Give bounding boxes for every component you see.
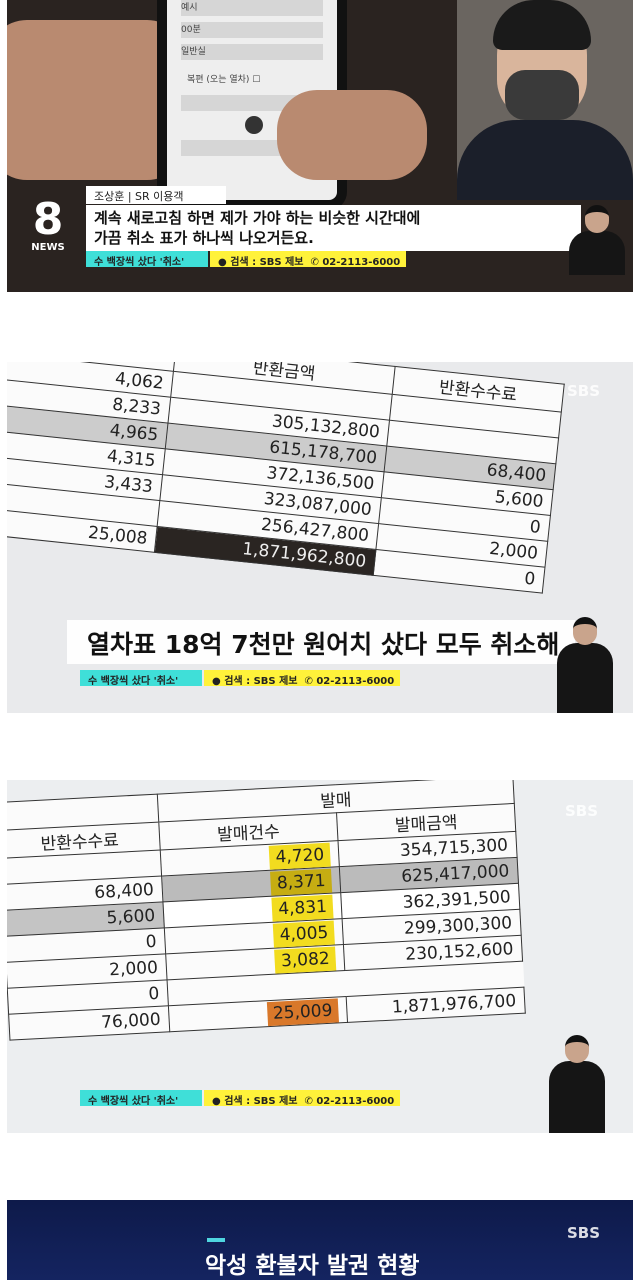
- infographic-title: 악성 환불자 발권 현황: [205, 1253, 420, 1279]
- sbs-watermark: SBS: [567, 1224, 601, 1242]
- ticker-topic: 수 백장씩 샀다 '취소': [86, 251, 208, 268]
- cell: 4,831: [271, 894, 334, 922]
- news-frame-sales-table: 발매 반환수수료 발매건수 발매금액 4,720 354,715,300 68,400…: [7, 780, 633, 1133]
- interviewee: [457, 0, 633, 200]
- ticker-contact: ● 검색 : SBS 제보 ✆ 02-2113-6000: [204, 1090, 400, 1107]
- ticker-phone: 02-2113-6000: [316, 1096, 395, 1107]
- refund-document: 반환금액 반환수수료 4,062 8,233 305,132,800 4,965 61…: [7, 362, 565, 594]
- ticker-contact: ● 검색 : SBS 제보 ✆ 02-2113-6000: [204, 670, 400, 687]
- sbs-watermark: SBS: [565, 802, 599, 820]
- speaker-name: 조상훈 | SR 이용객: [86, 186, 226, 204]
- subtitle-line: 계속 새로고침 하면 제가 가야 하는 비슷한 시간대에: [94, 209, 421, 227]
- hand-right: [277, 90, 427, 180]
- ticker-topic: 수 백장씩 샀다 '취소': [80, 670, 202, 687]
- ticker-search: 검색 : SBS 제보: [224, 1096, 298, 1107]
- sign-language-interpreter: [555, 617, 615, 713]
- accent-bar: [207, 1238, 225, 1242]
- field-text: 예시: [181, 3, 198, 13]
- ticker-topic: 수 백장씩 샀다 '취소': [80, 1090, 202, 1107]
- refund-table: 반환금액 반환수수료 4,062 8,233 305,132,800 4,965 61…: [7, 362, 565, 594]
- cell: 3,082: [274, 946, 337, 974]
- logo-number: 8: [32, 194, 64, 245]
- news-frame-interview: 예시 00분 일반실 복편 (오는 열차) ☐ 8 NEWS 조상훈 | SR 이…: [7, 0, 633, 292]
- sign-language-interpreter: [547, 1035, 607, 1133]
- headline: 열차표 18억 7천만 원어치 샀다 모두 취소해: [67, 620, 575, 664]
- cell: 8,371: [270, 868, 333, 896]
- ticker-phone: 02-2113-6000: [316, 676, 395, 687]
- total-count: 25,009: [266, 997, 339, 1026]
- cell: 4,005: [273, 920, 335, 948]
- sales-table: 발매 반환수수료 발매건수 발매금액 4,720 354,715,300 68,400…: [7, 780, 526, 1041]
- checkbox-label: 복편 (오는 열차): [187, 75, 250, 85]
- subtitle-line: 가끔 취소 표가 하나씩 나오거든요.: [94, 229, 314, 247]
- sales-document: 발매 반환수수료 발매건수 발매금액 4,720 354,715,300 68,400…: [7, 780, 526, 1041]
- news-frame-refund-table: 반환금액 반환수수료 4,062 8,233 305,132,800 4,965 61…: [7, 362, 633, 713]
- face-mask: [505, 70, 579, 120]
- sbs-8news-logo: 8 NEWS: [24, 194, 72, 254]
- sbs-watermark: SBS: [567, 382, 601, 400]
- field-text: 00분: [181, 25, 201, 35]
- ticker-contact: ● 검색 : SBS 제보 ✆ 02-2113-6000: [210, 251, 406, 268]
- ticker-phone: 02-2113-6000: [322, 257, 401, 268]
- cell: 4,720: [268, 842, 331, 870]
- ticker-search: 검색 : SBS 제보: [224, 676, 298, 687]
- return-trip-checkbox[interactable]: 복편 (오는 열차) ☐: [187, 75, 261, 85]
- sign-language-interpreter: [567, 205, 627, 275]
- swap-icon[interactable]: [245, 116, 263, 134]
- news-frame-infographic: SBS 악성 환불자 발권 현황: [7, 1200, 633, 1280]
- field-text: 일반실: [181, 47, 206, 57]
- ticker-search: 검색 : SBS 제보: [230, 257, 304, 268]
- logo-text: NEWS: [31, 242, 65, 253]
